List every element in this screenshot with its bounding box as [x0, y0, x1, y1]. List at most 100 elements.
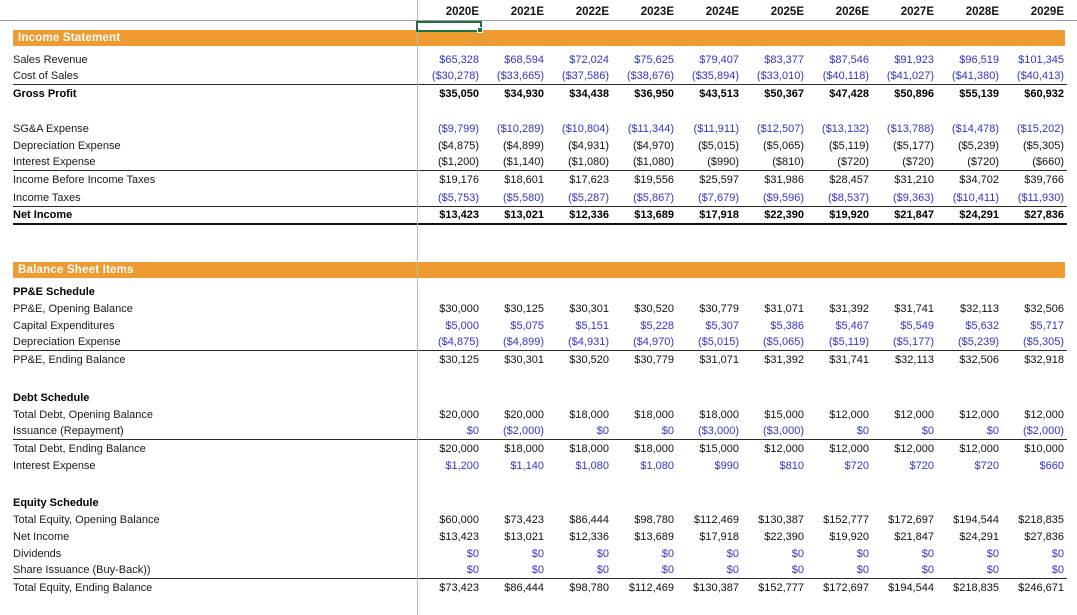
- cell-gross-profit-2027e[interactable]: $50,896: [894, 88, 934, 100]
- cell-interest-expense-2029e[interactable]: ($660): [1032, 156, 1064, 168]
- row-label-total-equity-ending-balance[interactable]: Total Equity, Ending Balance: [13, 582, 153, 594]
- cell-sales-revenue-2024e[interactable]: $79,407: [699, 53, 739, 66]
- cell-total-debt-opening-balance-2026e[interactable]: $12,000: [829, 408, 869, 421]
- cell-sales-revenue-2027e[interactable]: $91,923: [894, 53, 934, 66]
- cell-dividends-2023e[interactable]: $0: [661, 547, 674, 560]
- row-label-depreciation-expense[interactable]: Depreciation Expense: [13, 139, 121, 152]
- cell-gross-profit-2022e[interactable]: $34,438: [569, 88, 609, 100]
- cell-interest-expense-2022e[interactable]: $1,080: [575, 459, 609, 472]
- cell-net-income-2020e[interactable]: $13,423: [439, 530, 479, 543]
- cell-sales-revenue-2029e[interactable]: $101,345: [1018, 53, 1064, 66]
- cell-interest-expense-2025e[interactable]: $810: [779, 459, 804, 472]
- cell-total-equity-opening-balance-2023e[interactable]: $98,780: [634, 513, 674, 526]
- cell-depreciation-expense-2020e[interactable]: ($4,875): [438, 336, 479, 348]
- fill-handle-icon[interactable]: [477, 27, 483, 33]
- cell-total-equity-opening-balance-2028e[interactable]: $194,544: [953, 513, 999, 526]
- cell-total-debt-opening-balance-2020e[interactable]: $20,000: [439, 408, 479, 421]
- cell-total-debt-ending-balance-2024e[interactable]: $15,000: [699, 442, 739, 455]
- cell-income-before-income-taxes-2023e[interactable]: $19,556: [634, 174, 674, 186]
- cell-total-equity-ending-balance-2021e[interactable]: $86,444: [504, 582, 544, 594]
- cell-gross-profit-2021e[interactable]: $34,930: [504, 88, 544, 100]
- cell-net-income-2024e[interactable]: $17,918: [699, 209, 739, 221]
- cell-income-taxes-2020e[interactable]: ($5,753): [438, 191, 479, 204]
- row-label-pp-e-schedule[interactable]: PP&E Schedule: [13, 285, 95, 298]
- row-label-sg-a-expense[interactable]: SG&A Expense: [13, 122, 89, 135]
- cell-sales-revenue-2021e[interactable]: $68,594: [504, 53, 544, 66]
- cell-depreciation-expense-2027e[interactable]: ($5,177): [893, 139, 934, 152]
- cell-interest-expense-2024e[interactable]: $990: [714, 459, 739, 472]
- cell-total-debt-ending-balance-2022e[interactable]: $18,000: [569, 442, 609, 455]
- cell-dividends-2026e[interactable]: $0: [856, 547, 869, 560]
- cell-depreciation-expense-2021e[interactable]: ($4,899): [503, 139, 544, 152]
- row-label-share-issuance-buy-back[interactable]: Share Issuance (Buy-Back)): [13, 564, 151, 576]
- cell-net-income-2023e[interactable]: $13,689: [634, 530, 674, 543]
- cell-total-debt-ending-balance-2029e[interactable]: $10,000: [1024, 442, 1064, 455]
- cell-income-before-income-taxes-2028e[interactable]: $34,702: [959, 174, 999, 186]
- year-header-2024e[interactable]: 2024E: [705, 6, 739, 18]
- cell-sales-revenue-2023e[interactable]: $75,625: [634, 53, 674, 66]
- cell-capital-expenditures-2024e[interactable]: $5,307: [705, 319, 739, 332]
- cell-total-equity-ending-balance-2027e[interactable]: $194,544: [888, 582, 934, 594]
- cell-capital-expenditures-2028e[interactable]: $5,632: [965, 319, 999, 332]
- cell-sg-a-expense-2027e[interactable]: ($13,788): [886, 122, 934, 135]
- cell-depreciation-expense-2026e[interactable]: ($5,119): [828, 336, 869, 348]
- row-label-pp-e-opening-balance[interactable]: PP&E, Opening Balance: [13, 302, 133, 315]
- cell-issuance-repayment-2029e[interactable]: ($2,000): [1023, 425, 1064, 437]
- section-header-income-statement[interactable]: Income Statement: [13, 30, 1065, 46]
- cell-total-debt-ending-balance-2027e[interactable]: $12,000: [894, 442, 934, 455]
- cell-total-debt-opening-balance-2023e[interactable]: $18,000: [634, 408, 674, 421]
- row-label-interest-expense[interactable]: Interest Expense: [13, 156, 96, 168]
- cell-net-income-2025e[interactable]: $22,390: [764, 209, 804, 221]
- cell-interest-expense-2021e[interactable]: ($1,140): [503, 156, 544, 168]
- cell-capital-expenditures-2027e[interactable]: $5,549: [900, 319, 934, 332]
- cell-pp-e-opening-balance-2023e[interactable]: $30,520: [634, 302, 674, 315]
- year-header-2022e[interactable]: 2022E: [575, 6, 609, 18]
- cell-total-debt-opening-balance-2028e[interactable]: $12,000: [959, 408, 999, 421]
- row-label-total-equity-opening-balance[interactable]: Total Equity, Opening Balance: [13, 513, 160, 526]
- cell-issuance-repayment-2027e[interactable]: $0: [921, 425, 934, 437]
- row-label-total-debt-ending-balance[interactable]: Total Debt, Ending Balance: [13, 442, 146, 455]
- cell-pp-e-opening-balance-2026e[interactable]: $31,392: [829, 302, 869, 315]
- cell-capital-expenditures-2025e[interactable]: $5,386: [770, 319, 804, 332]
- cell-pp-e-opening-balance-2028e[interactable]: $32,113: [960, 302, 999, 315]
- cell-sg-a-expense-2028e[interactable]: ($14,478): [951, 122, 999, 135]
- cell-depreciation-expense-2028e[interactable]: ($5,239): [958, 139, 999, 152]
- cell-income-before-income-taxes-2029e[interactable]: $39,766: [1024, 174, 1064, 186]
- cell-interest-expense-2026e[interactable]: ($720): [837, 156, 869, 168]
- cell-total-equity-opening-balance-2020e[interactable]: $60,000: [439, 513, 479, 526]
- cell-total-equity-opening-balance-2026e[interactable]: $152,777: [823, 513, 869, 526]
- cell-share-issuance-buy-back-2022e[interactable]: $0: [596, 564, 609, 576]
- cell-issuance-repayment-2026e[interactable]: $0: [856, 425, 869, 437]
- cell-interest-expense-2025e[interactable]: ($810): [772, 156, 804, 168]
- cell-total-equity-ending-balance-2029e[interactable]: $246,671: [1018, 582, 1064, 594]
- cell-dividends-2028e[interactable]: $0: [986, 547, 999, 560]
- row-label-capital-expenditures[interactable]: Capital Expenditures: [13, 319, 115, 332]
- cell-total-debt-opening-balance-2021e[interactable]: $20,000: [504, 408, 544, 421]
- cell-dividends-2027e[interactable]: $0: [921, 547, 934, 560]
- cell-income-before-income-taxes-2021e[interactable]: $18,601: [504, 174, 544, 186]
- cell-cost-of-sales-2029e[interactable]: ($40,413): [1016, 70, 1064, 82]
- cell-interest-expense-2023e[interactable]: $1,080: [640, 459, 674, 472]
- cell-total-equity-opening-balance-2029e[interactable]: $218,835: [1018, 513, 1064, 526]
- cell-depreciation-expense-2024e[interactable]: ($5,015): [698, 139, 739, 152]
- cell-gross-profit-2024e[interactable]: $43,513: [699, 88, 739, 100]
- row-label-dividends[interactable]: Dividends: [13, 547, 62, 560]
- cell-depreciation-expense-2028e[interactable]: ($5,239): [958, 336, 999, 348]
- cell-total-equity-opening-balance-2027e[interactable]: $172,697: [888, 513, 934, 526]
- year-header-2026e[interactable]: 2026E: [835, 6, 869, 18]
- cell-sg-a-expense-2020e[interactable]: ($9,799): [438, 122, 479, 135]
- cell-gross-profit-2023e[interactable]: $36,950: [634, 88, 674, 100]
- cell-share-issuance-buy-back-2027e[interactable]: $0: [921, 564, 934, 576]
- row-label-sales-revenue[interactable]: Sales Revenue: [13, 53, 88, 66]
- cell-total-debt-ending-balance-2020e[interactable]: $20,000: [439, 442, 479, 455]
- cell-capital-expenditures-2022e[interactable]: $5,151: [575, 319, 609, 332]
- cell-sg-a-expense-2021e[interactable]: ($10,289): [496, 122, 544, 135]
- cell-cost-of-sales-2025e[interactable]: ($33,010): [756, 70, 804, 82]
- cell-net-income-2022e[interactable]: $12,336: [569, 209, 609, 221]
- cell-pp-e-ending-balance-2025e[interactable]: $31,392: [764, 354, 804, 366]
- cell-dividends-2025e[interactable]: $0: [791, 547, 804, 560]
- cell-pp-e-ending-balance-2026e[interactable]: $31,741: [829, 354, 869, 366]
- cell-net-income-2028e[interactable]: $24,291: [959, 530, 999, 543]
- cell-issuance-repayment-2023e[interactable]: $0: [661, 425, 674, 437]
- cell-interest-expense-2028e[interactable]: ($720): [967, 156, 999, 168]
